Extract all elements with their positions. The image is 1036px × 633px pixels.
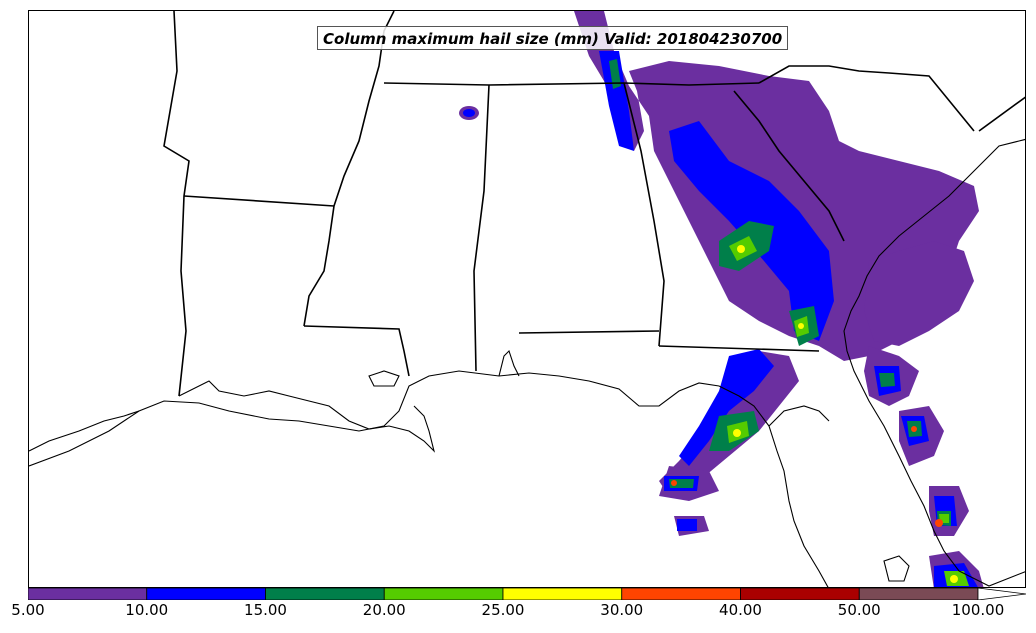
border-nc-va bbox=[978, 96, 1025, 132]
hail-green-5 bbox=[879, 373, 895, 387]
hail-yellow-4 bbox=[950, 575, 958, 583]
border-al-ga bbox=[623, 82, 665, 347]
border-ga-sc bbox=[733, 90, 845, 242]
border-la-ms bbox=[303, 325, 410, 377]
coast-big-bend bbox=[768, 405, 830, 427]
map-panel: Column maximum hail size (mm) Valid: 201… bbox=[28, 10, 1026, 588]
colorbar-bin bbox=[502, 588, 623, 600]
colorbar-tick-label: 25.00 bbox=[481, 601, 525, 619]
hail-yellow-3 bbox=[733, 429, 741, 437]
hail-blue-1 bbox=[599, 51, 634, 151]
border-ms-al bbox=[473, 84, 490, 372]
hail-blue-3 bbox=[679, 349, 774, 466]
colorbar-bin bbox=[858, 588, 979, 600]
hail-red-2 bbox=[911, 426, 917, 432]
hail-red-1 bbox=[935, 519, 943, 527]
coastline bbox=[29, 138, 1025, 587]
border-al-fl bbox=[518, 330, 660, 334]
hail-red-3 bbox=[671, 480, 677, 486]
hail-swath-east bbox=[864, 241, 974, 346]
hail-yellow-1 bbox=[737, 245, 745, 253]
colorbar-bin bbox=[740, 588, 860, 600]
colorbar-bin bbox=[383, 588, 504, 600]
lake-pontchartrain bbox=[368, 370, 400, 387]
border-ar-la bbox=[183, 195, 335, 207]
coast-atlantic bbox=[843, 138, 1025, 587]
colorbar-bin bbox=[265, 588, 385, 600]
border-nc-sc bbox=[758, 65, 975, 132]
colorbar-tick-label: 5.00 bbox=[11, 601, 45, 619]
coast-mobile-bay bbox=[498, 349, 520, 377]
hail-overlay bbox=[459, 11, 984, 587]
map-title: Column maximum hail size (mm) Valid: 201… bbox=[317, 26, 789, 50]
colorbar-extend-arrow bbox=[977, 588, 1026, 600]
coast-gulf-west bbox=[29, 370, 829, 587]
coast-tx-la bbox=[29, 410, 140, 452]
border-ga-fl bbox=[658, 345, 820, 352]
colorbar-tick-label: 20.00 bbox=[362, 601, 406, 619]
colorbar-bin bbox=[146, 588, 266, 600]
lake-okeechobee bbox=[883, 555, 910, 582]
coast-la-marsh bbox=[178, 380, 436, 453]
hail-cell-ms-core bbox=[463, 109, 475, 117]
map-canvas bbox=[29, 11, 1025, 587]
hail-yellow-2 bbox=[798, 323, 804, 329]
colorbar-tick-label: 100.00 bbox=[951, 601, 1005, 619]
border-ok-ar bbox=[163, 11, 190, 397]
border-ms-river-low bbox=[303, 205, 335, 327]
colorbar-bin bbox=[621, 588, 741, 600]
colorbar-tick-label: 50.00 bbox=[837, 601, 881, 619]
colorbar-bin bbox=[28, 588, 148, 600]
colorbar bbox=[28, 588, 1026, 600]
colorbar-tick-label: 40.00 bbox=[719, 601, 762, 619]
colorbar-tick-label: 15.00 bbox=[244, 601, 287, 619]
hail-green-1 bbox=[609, 59, 621, 89]
colorbar-tick-label: 30.00 bbox=[600, 601, 644, 619]
colorbar-tick-label: 10.00 bbox=[125, 601, 169, 619]
hail-blue-9 bbox=[677, 519, 697, 531]
